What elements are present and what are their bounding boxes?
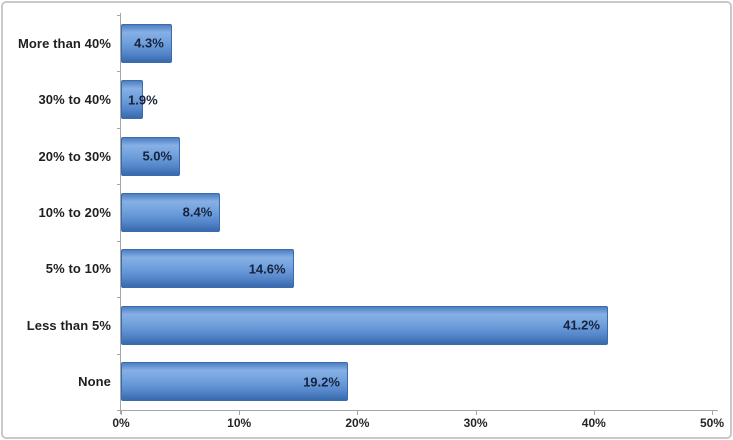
bar-value-label: 14.6% <box>248 261 286 277</box>
plot-area: More than 40% 4.3% 30% to 40% 1.9% 20% t… <box>3 3 730 437</box>
bar[interactable]: 14.6% <box>121 249 294 289</box>
category-tick-mark-icon <box>117 15 121 16</box>
bar[interactable]: 8.4% <box>121 192 221 232</box>
category-tick-mark-icon <box>117 71 121 72</box>
value-axis-line <box>117 410 718 411</box>
bar-value-label: 4.3% <box>134 35 164 51</box>
category-tick-mark-icon <box>117 354 121 355</box>
tick-mark-icon <box>712 410 713 415</box>
x-tick-label: 20% <box>345 416 370 430</box>
category-label: More than 40% <box>17 35 111 51</box>
bar-value-label: 5.0% <box>142 148 173 164</box>
bar-row: More than 40% 4.3% <box>3 15 733 71</box>
x-tick-label: 30% <box>463 416 488 430</box>
x-tick-label: 10% <box>227 416 252 430</box>
bar-value-label: 1.9% <box>128 92 158 108</box>
x-tick-label: 50% <box>699 416 725 430</box>
bar-row: Less than 5% 41.2% <box>3 297 733 353</box>
x-tick-label: 0% <box>112 416 130 430</box>
bar[interactable]: 41.2% <box>121 305 608 345</box>
category-axis-line <box>120 13 121 414</box>
tick-mark-icon <box>239 410 241 415</box>
x-tick-label: 40% <box>581 416 606 430</box>
category-label: 10% to 20% <box>38 204 111 220</box>
category-tick-mark-icon <box>117 241 121 242</box>
bar-row: 30% to 40% 1.9% <box>3 71 733 127</box>
tick-mark-icon <box>475 410 477 415</box>
category-label: Less than 5% <box>26 317 111 333</box>
category-tick-mark-icon <box>117 410 121 411</box>
bar-row: None 19.2% <box>3 354 733 410</box>
category-tick-mark-icon <box>117 184 121 185</box>
bar-value-label: 41.2% <box>563 317 600 333</box>
category-label: 30% to 40% <box>38 92 111 108</box>
tick-mark-icon <box>593 410 595 415</box>
bar-row: 5% to 10% 14.6% <box>3 241 733 297</box>
category-label: 20% to 30% <box>38 148 111 164</box>
bar-row: 10% to 20% 8.4% <box>3 184 733 240</box>
category-tick-mark-icon <box>117 297 121 298</box>
category-tick-mark-icon <box>117 128 121 129</box>
category-label: 5% to 10% <box>45 261 111 277</box>
bar[interactable]: 19.2% <box>121 362 348 402</box>
bar[interactable]: 5.0% <box>121 136 181 176</box>
category-label: None <box>78 374 111 390</box>
bar[interactable]: 4.3% <box>121 23 172 63</box>
bar[interactable]: 1.9% <box>121 80 158 120</box>
tick-mark-icon <box>357 410 359 415</box>
tick-mark-icon <box>121 410 122 415</box>
bar-value-label: 19.2% <box>303 374 340 390</box>
bar-row: 20% to 30% 5.0% <box>3 128 733 184</box>
bar-value-label: 8.4% <box>182 204 213 220</box>
